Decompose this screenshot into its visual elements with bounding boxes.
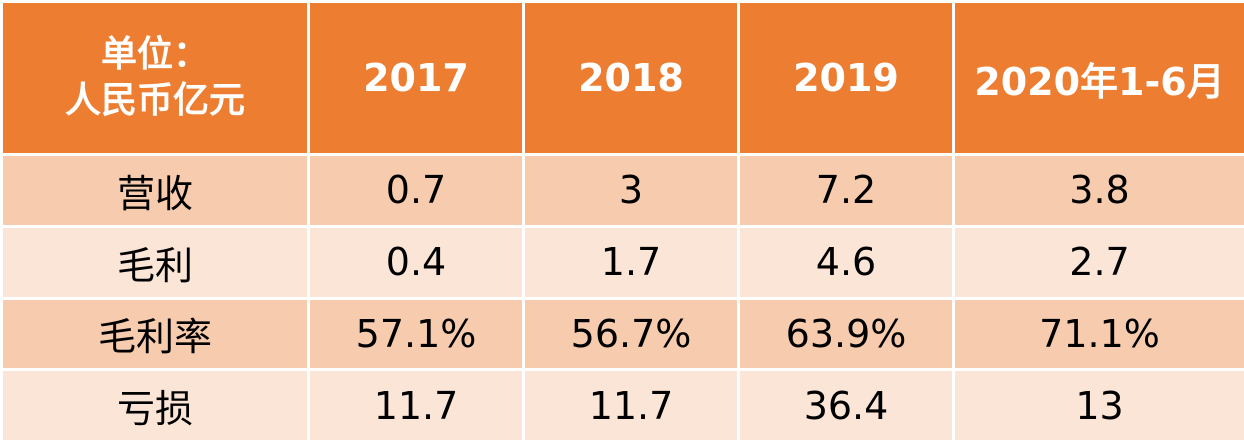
unit-header-cell: 单位： 人民币亿元 — [0, 0, 310, 156]
table-row-loss: 亏损 11.7 11.7 36.4 13 — [0, 368, 1244, 443]
table-cell: 63.9% — [737, 296, 955, 372]
year-header-2018: 2018 — [522, 0, 740, 156]
table-cell: 0.4 — [307, 224, 525, 300]
table-cell: 36.4 — [737, 368, 955, 443]
table-cell: 57.1% — [307, 296, 525, 372]
table-cell: 3.8 — [952, 153, 1244, 228]
table-row-gross-margin: 毛利率 57.1% 56.7% 63.9% 71.1% — [0, 296, 1244, 372]
table-cell: 13 — [952, 368, 1244, 443]
row-label-gross-margin: 毛利率 — [0, 296, 310, 372]
table-cell: 1.7 — [522, 224, 740, 300]
table-cell: 11.7 — [522, 368, 740, 443]
row-label-gross-profit: 毛利 — [0, 224, 310, 300]
unit-label-line1: 单位： — [100, 34, 209, 75]
table-cell: 2.7 — [952, 224, 1244, 300]
table-cell: 0.7 — [307, 153, 525, 228]
table-cell: 56.7% — [522, 296, 740, 372]
header-row: 单位： 人民币亿元 2017 2018 2019 2020年1-6月 — [0, 0, 1244, 156]
unit-label-line2: 人民币亿元 — [64, 80, 245, 121]
year-header-2019: 2019 — [737, 0, 955, 156]
row-label-loss: 亏损 — [0, 368, 310, 443]
year-header-2017: 2017 — [307, 0, 525, 156]
table-row-revenue: 营收 0.7 3 7.2 3.8 — [0, 153, 1244, 228]
table-cell: 4.6 — [737, 224, 955, 300]
table-row-gross-profit: 毛利 0.4 1.7 4.6 2.7 — [0, 224, 1244, 300]
row-label-revenue: 营收 — [0, 153, 310, 228]
table-cell: 7.2 — [737, 153, 955, 228]
year-header-2020-h1: 2020年1-6月 — [952, 0, 1244, 156]
table-cell: 71.1% — [952, 296, 1244, 372]
table-cell: 3 — [522, 153, 740, 228]
table-cell: 11.7 — [307, 368, 525, 443]
